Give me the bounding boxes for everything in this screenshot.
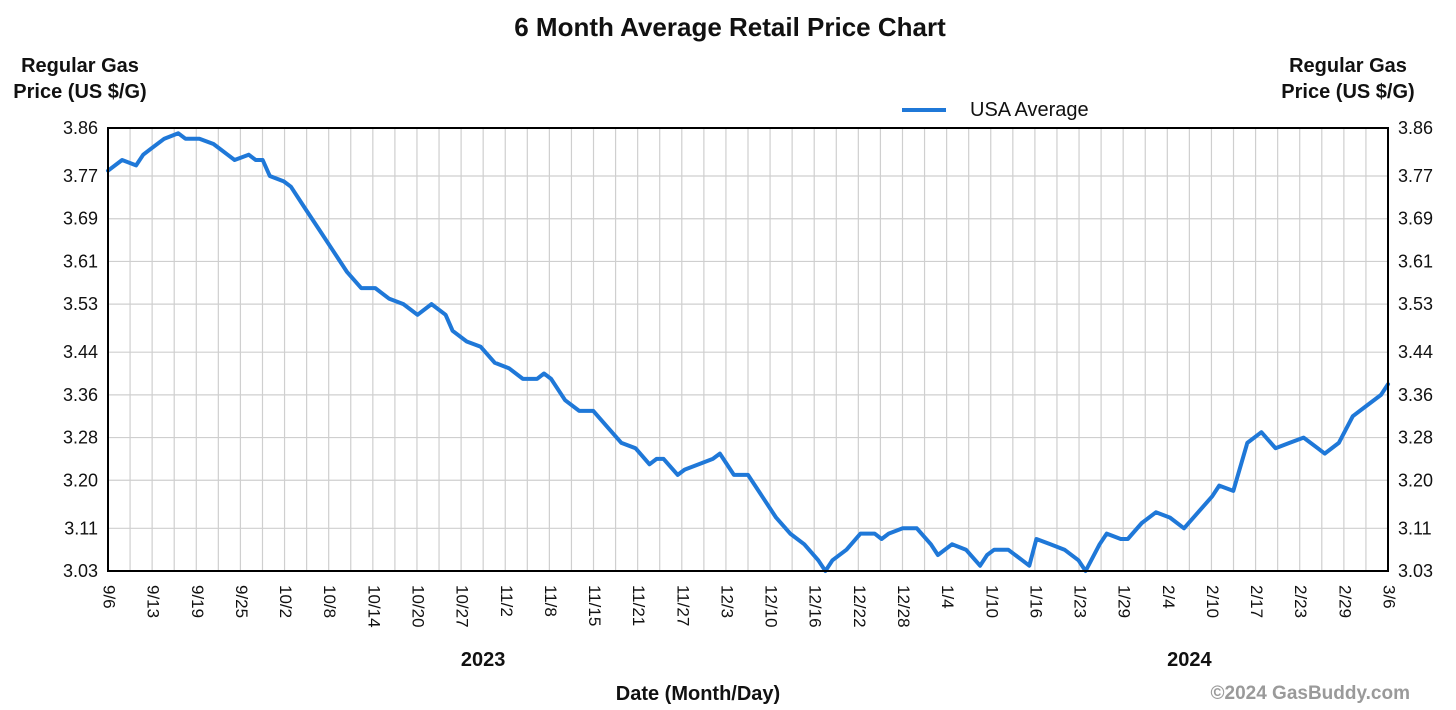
x-tick-label: 12/3 — [717, 585, 736, 618]
y-tick-label-left: 3.44 — [63, 342, 98, 362]
y-tick-label-right: 3.77 — [1398, 166, 1433, 186]
x-tick-label: 2/4 — [1159, 585, 1178, 609]
left-y-axis-title-line1: Regular Gas — [21, 55, 139, 77]
x-tick-label: 11/15 — [585, 585, 604, 626]
x-tick-label: 11/21 — [629, 585, 648, 626]
y-tick-label-right: 3.69 — [1398, 209, 1433, 229]
x-axis-title: Date (Month/Day) — [616, 683, 780, 705]
x-tick-label: 10/27 — [453, 585, 472, 628]
y-tick-label-right: 3.11 — [1398, 518, 1432, 538]
x-tick-label: 10/2 — [276, 585, 295, 618]
y-tick-label-right: 3.44 — [1398, 342, 1433, 362]
y-tick-label-right: 3.61 — [1398, 251, 1433, 271]
y-tick-label-left: 3.77 — [63, 166, 98, 186]
plot-area-frame — [107, 127, 1389, 572]
chart-title: 6 Month Average Retail Price Chart — [514, 12, 946, 42]
y-tick-label-right: 3.28 — [1398, 428, 1433, 448]
x-tick-label: 12/28 — [894, 585, 913, 628]
x-tick-label: 3/6 — [1380, 585, 1399, 609]
y-tick-label-left: 3.11 — [64, 518, 98, 538]
year-label: 2024 — [1167, 649, 1212, 671]
year-label: 2023 — [461, 649, 506, 671]
y-tick-label-right: 3.86 — [1398, 118, 1433, 138]
y-tick-label-left: 3.69 — [63, 209, 98, 229]
x-tick-label: 10/8 — [320, 585, 339, 618]
series-line-usa-average — [106, 131, 1390, 573]
x-tick-label: 9/13 — [144, 585, 163, 618]
y-tick-label-right: 3.36 — [1398, 385, 1433, 405]
x-tick-label: 12/22 — [850, 585, 869, 628]
y-tick-label-left: 3.20 — [63, 470, 98, 490]
y-tick-label-left: 3.86 — [63, 118, 98, 138]
right-y-axis-title-line2: Price (US $/G) — [1281, 81, 1414, 103]
y-tick-label-left: 3.36 — [63, 385, 98, 405]
copyright-text: ©2024 GasBuddy.com — [1211, 683, 1411, 704]
x-tick-label: 2/23 — [1291, 585, 1310, 618]
legend: USA Average — [902, 99, 1089, 121]
y-tick-label-left: 3.28 — [63, 428, 98, 448]
x-tick-label: 2/10 — [1203, 585, 1222, 618]
axis-ticks: 3.03 3.03 3.11 3.11 3.20 3.20 3.28 3.28 3.36 3.36… — [63, 118, 1433, 671]
x-tick-label: 9/6 — [100, 585, 119, 609]
y-tick-label-right: 3.53 — [1398, 294, 1433, 314]
legend-label-usa-average: USA Average — [970, 99, 1089, 121]
x-tick-label: 12/10 — [762, 585, 781, 628]
y-tick-label-right: 3.20 — [1398, 470, 1433, 490]
x-tick-label: 11/8 — [541, 585, 560, 617]
y-tick-label-left: 3.53 — [63, 294, 98, 314]
right-y-axis-title-line1: Regular Gas — [1289, 55, 1407, 77]
y-tick-label-left: 3.03 — [63, 561, 98, 581]
y-tick-label-right: 3.03 — [1398, 561, 1433, 581]
x-tick-label: 2/29 — [1335, 585, 1354, 618]
x-tick-label: 1/16 — [1026, 585, 1045, 618]
x-tick-label: 1/10 — [982, 585, 1001, 618]
x-tick-label: 2/17 — [1247, 585, 1266, 618]
y-tick-label-left: 3.61 — [63, 251, 98, 271]
x-tick-label: 1/4 — [938, 585, 957, 609]
x-tick-label: 10/14 — [364, 585, 383, 628]
x-tick-label: 11/27 — [673, 585, 692, 626]
x-tick-label: 10/20 — [408, 585, 427, 628]
x-tick-label: 1/23 — [1071, 585, 1090, 618]
grid — [107, 127, 1389, 572]
x-tick-label: 12/16 — [806, 585, 825, 628]
left-y-axis-title-line2: Price (US $/G) — [13, 81, 146, 103]
x-tick-label: 11/2 — [497, 585, 516, 617]
x-tick-label: 9/25 — [232, 585, 251, 618]
x-tick-label: 9/19 — [188, 585, 207, 618]
x-tick-label: 1/29 — [1115, 585, 1134, 618]
